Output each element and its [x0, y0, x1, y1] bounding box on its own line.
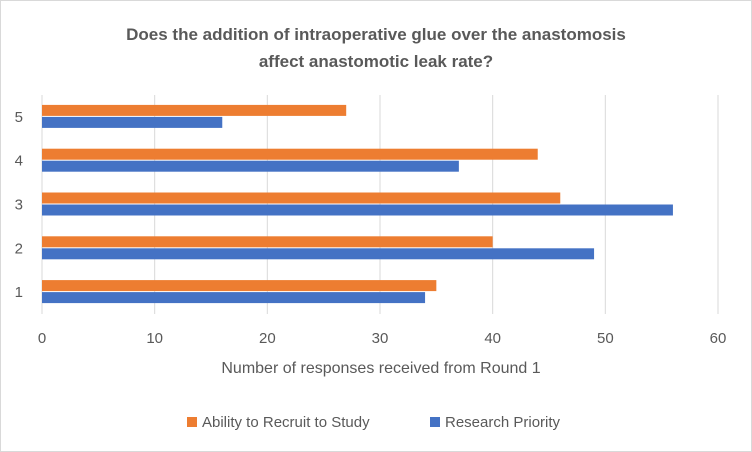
bar-priority-3 [42, 205, 673, 216]
x-tick-label: 10 [146, 330, 163, 347]
y-tick-label: 1 [15, 284, 23, 301]
legend: Ability to Recruit to Study Research Prio… [187, 414, 561, 431]
x-tick-labels: 0 10 20 30 40 50 60 [38, 330, 727, 347]
y-tick-label: 4 [15, 153, 23, 170]
legend-swatch [430, 417, 440, 427]
bar-ability-5 [42, 105, 346, 116]
x-tick-label: 30 [372, 330, 389, 347]
y-tick-labels: 1 2 3 4 5 [15, 109, 23, 301]
x-tick-label: 40 [484, 330, 501, 347]
y-tick-label: 5 [15, 109, 23, 126]
bar-priority-1 [42, 292, 425, 303]
bar-ability-2 [42, 236, 493, 247]
bar-priority-4 [42, 161, 459, 172]
y-tick-label: 2 [15, 240, 23, 257]
x-tick-label: 50 [597, 330, 614, 347]
bar-priority-2 [42, 248, 594, 259]
bar-ability-3 [42, 193, 560, 204]
legend-label: Ability to Recruit to Study [202, 414, 370, 431]
bar-ability-1 [42, 280, 436, 291]
bar-ability-4 [42, 149, 538, 160]
y-tick-label: 3 [15, 197, 23, 214]
legend-label: Research Priority [445, 414, 561, 431]
x-tick-label: 60 [710, 330, 727, 347]
x-tick-label: 20 [259, 330, 276, 347]
x-tick-label: 0 [38, 330, 46, 347]
legend-swatch [187, 417, 197, 427]
x-axis-title: Number of responses received from Round … [221, 360, 540, 377]
bar-priority-5 [42, 117, 222, 128]
bars [42, 105, 673, 303]
